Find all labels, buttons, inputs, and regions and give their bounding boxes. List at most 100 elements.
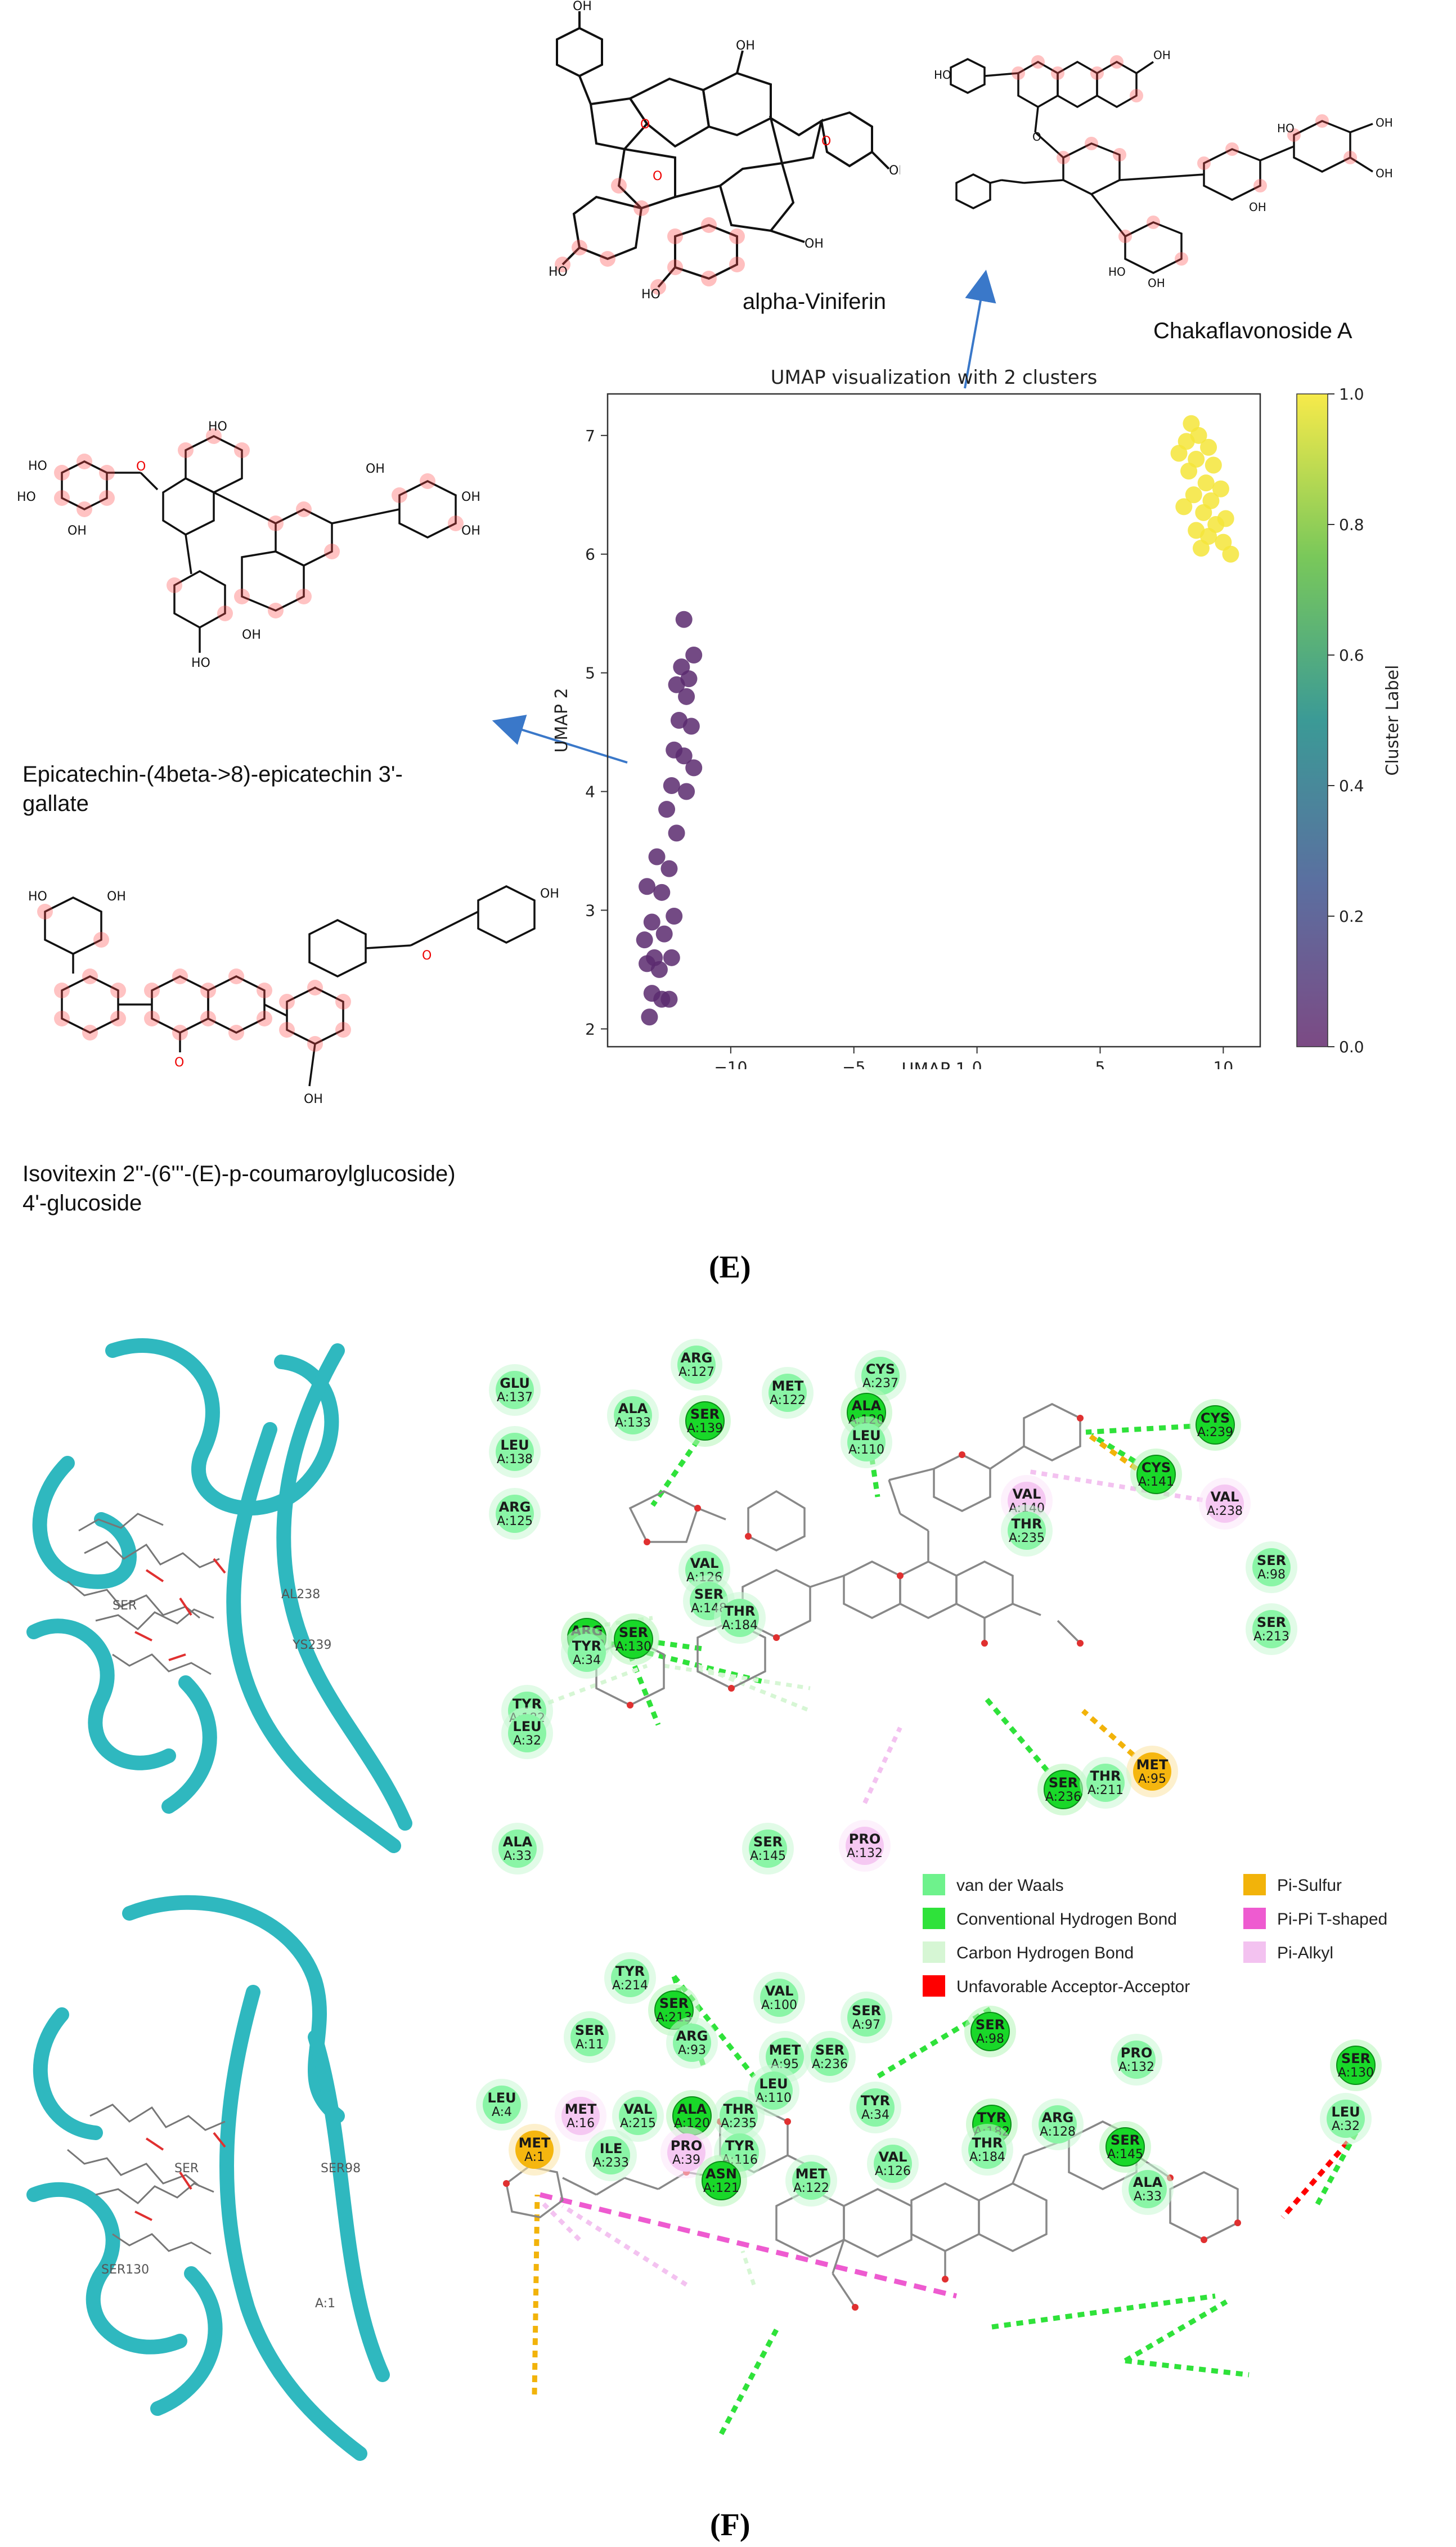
- svg-text:A:139: A:139: [687, 1422, 723, 1436]
- svg-text:A:98: A:98: [976, 2032, 1004, 2046]
- svg-text:THR: THR: [972, 2135, 1003, 2151]
- svg-text:MET: MET: [565, 2101, 597, 2117]
- point-cluster0-17: [639, 878, 656, 895]
- svg-text:A:34: A:34: [861, 2108, 889, 2122]
- point-cluster0-14: [668, 824, 685, 842]
- y-tick-label-3: 5: [585, 664, 595, 683]
- svg-text:PRO: PRO: [671, 2138, 702, 2154]
- label-alpha-viniferin: alpha-Viniferin: [743, 289, 886, 314]
- svg-text:OH: OH: [242, 628, 261, 642]
- svg-text:HO: HO: [28, 459, 47, 473]
- svg-text:LEU: LEU: [759, 2076, 788, 2092]
- point-cluster1-7: [1180, 463, 1198, 480]
- svg-text:PRO: PRO: [849, 1831, 880, 1847]
- protein2-label-3: A:1: [315, 2297, 335, 2311]
- svg-text:SER: SER: [619, 1625, 648, 1640]
- panel-e-label: (E): [709, 1250, 751, 1285]
- diagram2-interaction-lines: [532, 1975, 1358, 2436]
- label-isovitexin-line1: Isovitexin 2''-(6'''-(E)-p-coumaroylgluc…: [23, 1162, 456, 1186]
- svg-text:LEU: LEU: [500, 1437, 529, 1453]
- svg-text:HO: HO: [549, 265, 568, 279]
- svg-text:LEU: LEU: [513, 1719, 541, 1734]
- svg-text:O: O: [1032, 130, 1041, 144]
- svg-text:LEU: LEU: [852, 1428, 880, 1443]
- interaction-legend: van der Waals Conventional Hydrogen Bond C…: [917, 1863, 1456, 2012]
- point-cluster0-30: [641, 1008, 658, 1026]
- legend-label-0: van der Waals: [956, 1876, 1064, 1895]
- svg-text:MET: MET: [1136, 1757, 1169, 1773]
- svg-text:OH: OH: [540, 887, 559, 901]
- svg-text:OH: OH: [1249, 200, 1266, 214]
- point-cluster0-1: [685, 647, 703, 663]
- svg-text:THR: THR: [1012, 1516, 1042, 1532]
- svg-text:SER: SER: [1111, 2132, 1140, 2148]
- svg-text:A:130: A:130: [1338, 2066, 1374, 2080]
- svg-text:O: O: [422, 949, 432, 963]
- svg-text:A:214: A:214: [612, 1979, 648, 1993]
- svg-text:OH: OH: [1153, 48, 1171, 62]
- legend-swatch-1: [923, 1908, 945, 1929]
- svg-text:A:128: A:128: [1040, 2125, 1076, 2139]
- svg-text:OH: OH: [1376, 116, 1393, 129]
- svg-text:PRO: PRO: [1121, 2045, 1152, 2061]
- colorbar-tick-label-5: 1.0: [1339, 385, 1364, 403]
- protein2-label-0: SER98: [321, 2162, 361, 2176]
- point-cluster0-16: [660, 860, 678, 877]
- svg-text:A:236: A:236: [812, 2057, 848, 2071]
- svg-text:OH: OH: [805, 237, 824, 251]
- svg-text:CYS: CYS: [866, 1361, 895, 1377]
- svg-text:A:93: A:93: [678, 2043, 706, 2057]
- structure-epicatechin-gallate: HO HO OH HO OH OH OH HO OH O: [17, 420, 480, 670]
- colorbar-tick-label-4: 0.8: [1339, 515, 1364, 534]
- svg-text:MET: MET: [519, 2135, 551, 2151]
- svg-text:A:145: A:145: [1107, 2147, 1143, 2162]
- svg-text:LEU: LEU: [1331, 2104, 1360, 2120]
- point-cluster0-4: [668, 676, 685, 693]
- svg-text:A:33: A:33: [1134, 2190, 1162, 2204]
- svg-text:SER: SER: [1257, 1615, 1286, 1630]
- svg-text:OH: OH: [461, 524, 480, 538]
- arrow-to-chakaflavonoside: [964, 270, 996, 389]
- legend-label-4: Pi-Sulfur: [1277, 1876, 1342, 1895]
- svg-text:OH: OH: [366, 462, 385, 476]
- svg-text:OH: OH: [573, 0, 592, 14]
- svg-text:A:110: A:110: [756, 2091, 792, 2105]
- point-cluster0-23: [663, 949, 680, 966]
- svg-text:TYR: TYR: [615, 1963, 645, 1979]
- colorbar-tick-label-0: 0.0: [1339, 1038, 1364, 1056]
- y-tick-label-0: 2: [585, 1020, 595, 1038]
- label-epicatechin-line2: gallate: [23, 791, 89, 816]
- interaction-diagram-1: GLUA:137ARGA:127META:122CYSA:237ALAA:133…: [489, 1339, 1297, 1875]
- colorbar-tick-label-1: 0.2: [1339, 907, 1364, 926]
- svg-text:A:1: A:1: [524, 2150, 545, 2164]
- point-cluster0-10: [685, 759, 703, 777]
- svg-text:SER: SER: [690, 1406, 720, 1422]
- svg-text:SER: SER: [1257, 1553, 1286, 1568]
- svg-text:A:233: A:233: [593, 2156, 629, 2170]
- protein1-label-0: AL238: [281, 1588, 320, 1602]
- svg-text:A:122: A:122: [793, 2181, 829, 2195]
- svg-text:A:4: A:4: [492, 2105, 512, 2119]
- structure-isovitexin: HO OH OH O OH O: [28, 885, 559, 1106]
- svg-text:A:239: A:239: [1197, 1425, 1233, 1440]
- protein1-label-2: SER: [113, 1599, 137, 1613]
- point-cluster1-20: [1222, 545, 1239, 563]
